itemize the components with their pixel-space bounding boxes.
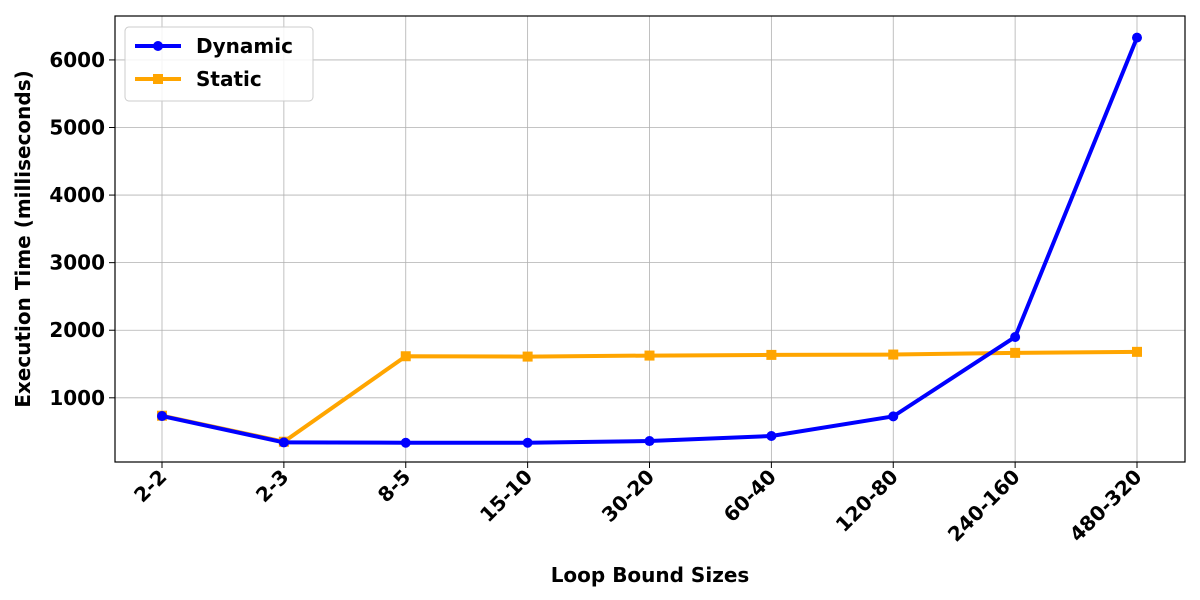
x-tick-label: 120-80 [831, 465, 903, 537]
data-point-static [1010, 347, 1021, 358]
ticks: 2-2 2-3 8-5 15-10 30-20 60-40 120-80 240-160 480… [49, 48, 1146, 547]
legend-marker-static [153, 74, 163, 84]
legend-marker-dynamic [153, 41, 163, 51]
data-point-dynamic [644, 436, 655, 447]
legend: Dynamic Static [124, 26, 314, 102]
data-point-static [644, 350, 655, 361]
data-point-static [1132, 346, 1142, 357]
x-tick-label: 60-40 [719, 465, 781, 527]
x-tick-label: 480-320 [1065, 465, 1147, 547]
y-axis-label: Execution Time (milliseconds) [11, 70, 35, 408]
legend-label-dynamic: Dynamic [196, 34, 293, 58]
data-point-static [766, 349, 777, 360]
y-tick-label: 2000 [49, 318, 105, 342]
x-tick-label: 8-5 [373, 465, 416, 508]
x-tick-label: 2-3 [251, 465, 294, 508]
data-point-dynamic [522, 437, 533, 448]
y-tick-label: 6000 [49, 48, 105, 72]
series-layer [157, 32, 1142, 448]
y-tick-label: 5000 [49, 116, 105, 140]
x-tick-label: 30-20 [597, 465, 659, 527]
y-tick-label: 3000 [49, 251, 105, 275]
x-tick-label: 240-160 [943, 465, 1025, 547]
data-point-dynamic [1010, 331, 1021, 342]
y-tick-label: 1000 [49, 386, 105, 410]
data-point-dynamic [278, 437, 289, 448]
data-point-dynamic [888, 411, 899, 422]
data-point-dynamic [1132, 32, 1142, 43]
data-point-static [522, 351, 533, 362]
grid [115, 16, 1185, 462]
data-point-dynamic [400, 437, 411, 448]
data-point-static [400, 351, 411, 362]
x-axis-label: Loop Bound Sizes [551, 563, 750, 587]
data-point-dynamic [766, 430, 777, 441]
x-tick-label: 15-10 [475, 465, 537, 527]
legend-label-static: Static [196, 67, 262, 91]
y-tick-label: 4000 [49, 183, 105, 207]
data-point-static [888, 349, 899, 360]
x-tick-label: 2-2 [129, 465, 172, 508]
data-point-dynamic [157, 411, 167, 422]
